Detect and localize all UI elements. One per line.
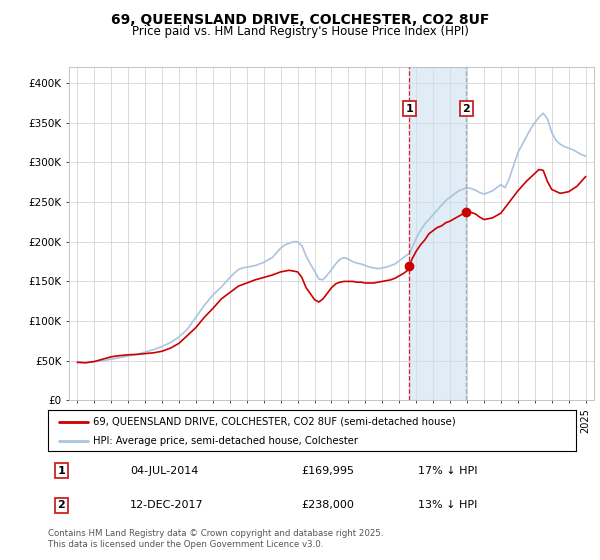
Text: £169,995: £169,995 [301,466,355,476]
Text: 04-JUL-2014: 04-JUL-2014 [130,466,198,476]
Text: 69, QUEENSLAND DRIVE, COLCHESTER, CO2 8UF: 69, QUEENSLAND DRIVE, COLCHESTER, CO2 8U… [111,13,489,27]
Text: 12-DEC-2017: 12-DEC-2017 [130,500,203,510]
Text: 2: 2 [463,104,470,114]
Text: 1: 1 [58,466,65,476]
Text: 17% ↓ HPI: 17% ↓ HPI [418,466,477,476]
Text: 2: 2 [58,500,65,510]
Text: 69, QUEENSLAND DRIVE, COLCHESTER, CO2 8UF (semi-detached house): 69, QUEENSLAND DRIVE, COLCHESTER, CO2 8U… [93,417,455,427]
Bar [409,67,466,400]
Text: 13% ↓ HPI: 13% ↓ HPI [418,500,477,510]
Text: £238,000: £238,000 [301,500,355,510]
Text: 1: 1 [406,104,413,114]
Text: HPI: Average price, semi-detached house, Colchester: HPI: Average price, semi-detached house,… [93,436,358,446]
Text: Contains HM Land Registry data © Crown copyright and database right 2025.
This d: Contains HM Land Registry data © Crown c… [48,529,383,549]
Text: Price paid vs. HM Land Registry's House Price Index (HPI): Price paid vs. HM Land Registry's House … [131,25,469,39]
